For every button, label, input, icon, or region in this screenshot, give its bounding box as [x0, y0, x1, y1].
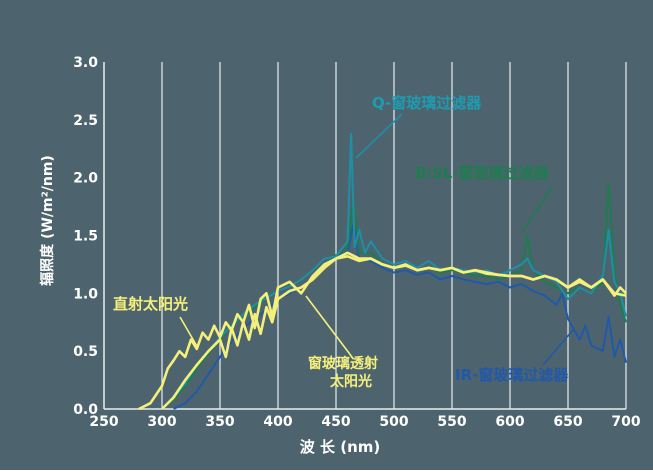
- annotation-window-glass-sunlight: 太阳光: [330, 373, 372, 390]
- y-tick-label: 0.5: [73, 344, 98, 360]
- y-tick-label: 2.5: [73, 113, 98, 129]
- y-tick-label: 1.0: [73, 286, 98, 302]
- annotation-leader-line: [305, 295, 353, 358]
- x-axis-label: 波 长 (nm): [300, 438, 380, 456]
- series-lines: [138, 132, 627, 411]
- tick-labels: 250 300 350 400 450 500 550 600 650 700 0.0 0.5 1.0 1…: [73, 55, 641, 430]
- y-tick-label: 2.0: [73, 171, 98, 187]
- x-tick-label: 650: [553, 414, 582, 430]
- series-line-window_glass: [161, 254, 627, 410]
- annotation-direct-sunlight: 直射太阳光: [113, 295, 188, 313]
- x-tick-label: 700: [611, 414, 640, 430]
- y-tick-label: 1.5: [73, 229, 98, 245]
- x-tick-label: 300: [147, 414, 176, 430]
- y-axis-label: 辐照度 (W/m²/nm): [39, 155, 56, 286]
- annotation-window-glass-transmitted: 窗玻璃透射: [308, 355, 378, 372]
- x-tick-label: 600: [495, 414, 524, 430]
- annotation-bsl-filter: B/SL-窗玻璃过滤器: [415, 164, 549, 182]
- annotation-ir-filter: IR-窗玻璃过滤器: [455, 366, 569, 384]
- y-tick-label: 0.0: [73, 402, 98, 418]
- grid-lines: [103, 62, 627, 410]
- x-tick-label: 500: [379, 414, 408, 430]
- series-line-ir_filter: [173, 222, 627, 410]
- x-tick-label: 550: [437, 414, 466, 430]
- x-tick-label: 450: [321, 414, 350, 430]
- x-tick-label: 350: [205, 414, 234, 430]
- y-tick-label: 3.0: [73, 55, 98, 71]
- annotation-leader-line: [521, 185, 554, 233]
- annotation-leader-line: [542, 329, 574, 366]
- annotation-leader-line: [355, 113, 403, 159]
- annotation-leader-line: [179, 316, 199, 349]
- x-tick-label: 400: [263, 414, 292, 430]
- annotation-q-filter: Q-窗玻璃过滤器: [372, 94, 482, 112]
- x-tick-label: 250: [89, 414, 118, 430]
- annotation-leaders: [179, 113, 574, 366]
